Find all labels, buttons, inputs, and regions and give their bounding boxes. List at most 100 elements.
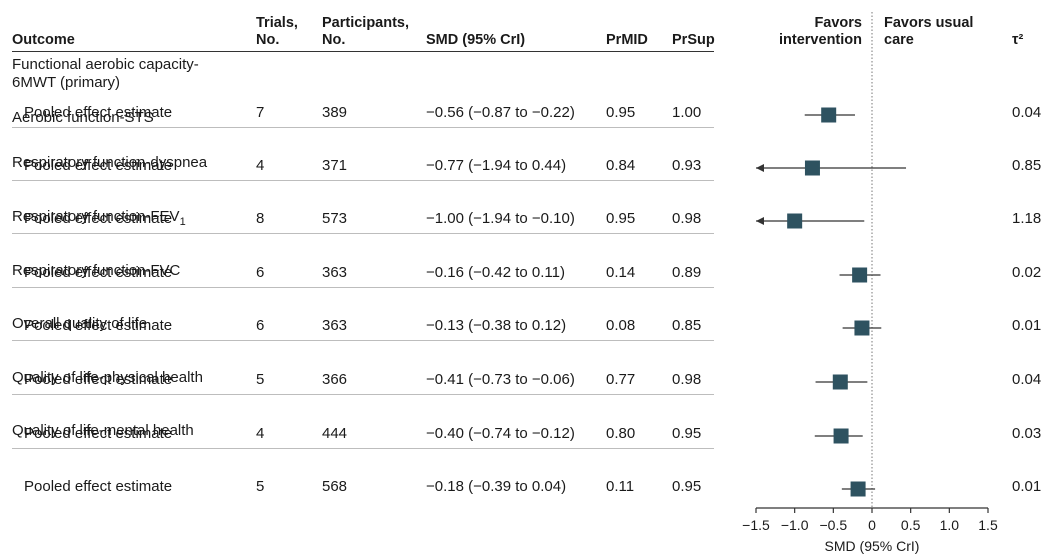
cell-participants: 363 [322,317,348,334]
header-tau-squared: τ² [1012,32,1024,48]
cell-trials: 8 [256,210,265,227]
cell-participants: 573 [322,210,348,227]
cell-participants: 389 [322,104,348,121]
row-rule [12,233,714,234]
point-estimate [852,267,868,283]
cell-prmid: 0.80 [606,425,636,442]
cell-trials: 4 [256,157,265,174]
point-estimate [821,107,837,123]
outcome-text: Aerobic function-STS [12,109,154,126]
outcome-subscript: 1 [179,216,186,228]
cell-smd: −0.13 (−0.38 to 0.12) [426,317,567,334]
cell-prsup: 0.85 [672,317,702,334]
row-rule [12,287,714,288]
point-estimate [832,374,848,390]
cell-prmid: 0.84 [606,157,636,174]
header-smd: SMD (95% CrI) [426,32,526,48]
cell-prmid: 0.95 [606,210,636,227]
cell-participants: 371 [322,157,348,174]
x-tick-label: 1.5 [978,517,998,533]
pooled-label: Pooled effect estimate [24,371,173,388]
cell-tau-squared: 0.04 [1012,371,1042,388]
header-rule [12,51,714,52]
outcome-label: Respiratory function-dyspnea [12,154,207,172]
outcome-text: Quality of life-physical health [12,369,203,386]
outcome-text: Quality of life-mental health [12,422,194,439]
cell-prsup: 0.95 [672,478,702,495]
outcome-label: Quality of life-mental health [12,422,194,440]
outcome-text: Respiratory function-dyspnea [12,154,208,171]
x-tick-label: −1.0 [781,517,809,533]
cell-prsup: 0.95 [672,425,702,442]
pooled-label: Pooled effect estimate [24,317,173,334]
cell-trials: 5 [256,371,265,388]
cell-trials: 4 [256,425,265,442]
header-outcome: Outcome [12,32,75,48]
cell-prsup: 0.93 [672,157,702,174]
cell-prsup: 0.98 [672,210,702,227]
row-rule [12,394,714,395]
point-estimate [787,213,803,229]
cell-prmid: 0.11 [606,478,635,495]
header-trials: Trials, No. [256,15,298,48]
point-estimate [833,428,849,444]
outcome-text: Functional aerobic capacity-6MWT (primar… [12,56,199,91]
cell-trials: 6 [256,317,265,334]
outcome-text: Respiratory function-FVC [12,262,181,279]
cell-tau-squared: 0.01 [1012,317,1042,334]
pooled-label: Pooled effect estimate [24,264,173,281]
cell-participants: 366 [322,371,348,388]
cell-prmid: 0.08 [606,317,636,334]
header-favors-intervention: Favors intervention [779,15,862,48]
outcome-label: Respiratory function-FEV1 [12,208,186,231]
outcome-label: Quality of life-physical health [12,369,203,387]
cell-participants: 568 [322,478,348,495]
x-tick-label: −1.5 [742,517,770,533]
row-rule [12,448,714,449]
outcome-text: Overall quality of life [12,315,148,332]
row-rule [12,180,714,181]
pooled-label: Pooled effect estimate [24,157,173,174]
cell-prmid: 0.95 [606,104,636,121]
cell-tau-squared: 0.02 [1012,264,1042,281]
cell-smd: −0.16 (−0.42 to 0.11) [426,264,565,281]
cell-smd: −0.77 (−1.94 to 0.44) [426,157,567,174]
cell-trials: 7 [256,104,265,121]
ci-arrow [756,217,764,225]
cell-smd: −0.18 (−0.39 to 0.04) [426,478,567,495]
x-tick-label: 0.5 [901,517,921,533]
cell-tau-squared: 0.04 [1012,104,1042,121]
outcome-label: Overall quality of life [12,315,147,333]
x-axis-label: SMD (95% CrI) [825,538,920,554]
x-tick-label: −0.5 [820,517,848,533]
outcome-label: Functional aerobic capacity-6MWT (primar… [12,56,242,92]
ci-arrow [756,164,764,172]
cell-tau-squared: 1.18 [1012,210,1042,227]
cell-smd: −1.00 (−1.94 to −0.10) [426,210,575,227]
row-rule [12,340,714,341]
pooled-label: Pooled effect estimate [24,210,173,227]
header-favors-usual-care: Favors usual care [884,15,974,48]
outcome-label: Aerobic function-STS [12,109,154,127]
x-tick-label: 0 [868,517,876,533]
outcome-text: Respiratory function-FEV [12,208,180,225]
cell-trials: 6 [256,264,265,281]
point-estimate [854,320,870,336]
point-estimate [850,481,866,497]
header-prsup: PrSup [672,32,715,48]
cell-prsup: 1.00 [672,104,702,121]
outcome-label: Respiratory function-FVC [12,262,180,280]
header-participants: Participants, No. [322,15,410,48]
cell-tau-squared: 0.85 [1012,157,1042,174]
header-prmid: PrMID [606,32,648,48]
cell-prsup: 0.98 [672,371,702,388]
cell-tau-squared: 0.03 [1012,425,1042,442]
row-rule [12,127,714,128]
cell-participants: 363 [322,264,348,281]
cell-prmid: 0.14 [606,264,636,281]
cell-smd: −0.56 (−0.87 to −0.22) [426,104,575,121]
cell-smd: −0.40 (−0.74 to −0.12) [426,425,575,442]
cell-trials: 5 [256,478,265,495]
cell-smd: −0.41 (−0.73 to −0.06) [426,371,575,388]
